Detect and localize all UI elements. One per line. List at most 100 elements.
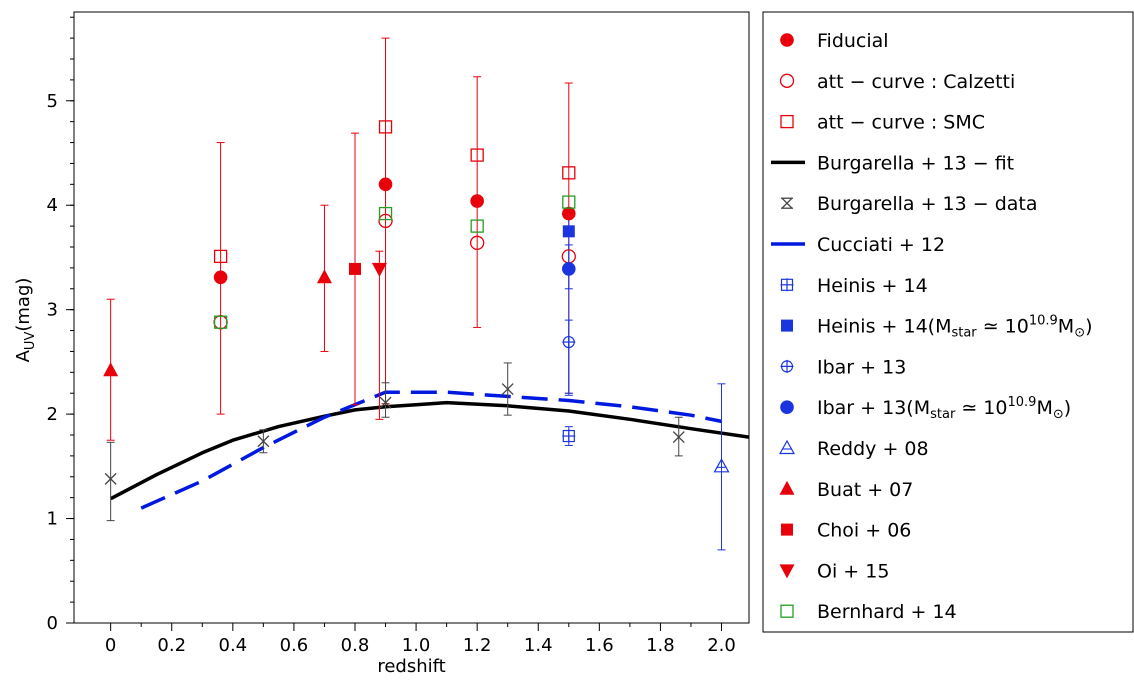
point-reddy-0-shape: [713, 458, 730, 473]
legend-swatch: [781, 197, 793, 209]
point-bernhard-2-shape: [470, 219, 484, 233]
point-fiducial-2: [470, 194, 484, 208]
point-oi-0-shape: [371, 262, 387, 277]
y-axis-label: AUV(mag): [13, 278, 38, 363]
legend-label-text: att − curve : SMC: [817, 112, 985, 134]
point-smc-3: [562, 166, 576, 180]
y-tick-label: 1: [47, 509, 58, 530]
point-bernhard-2: [470, 219, 484, 233]
legend-item-heinis_m: Heinis + 14(Mstar ≃ 1010.9M⊙): [781, 314, 1093, 341]
legend-label-sub: star: [930, 407, 956, 422]
point-smc-0-shape: [213, 249, 228, 264]
x-tick-label: 1.2: [463, 635, 492, 656]
legend-label-sup: 10.9: [1007, 395, 1036, 410]
legend-item-smc: att − curve : SMC: [780, 112, 985, 134]
errorbar-burg_data-0: [106, 441, 115, 522]
point-burg_data-4: [672, 431, 685, 444]
legend-swatch: [780, 604, 794, 618]
point-burg_data-0: [104, 472, 117, 485]
axes: 0 0.2 0.4 0.6 0.8 1.0 1.2 1.4 1.6 1.8 2.0 0 1 2 3 4 5 red…: [13, 11, 750, 677]
legend: Fiducial att − curve : Calzetti att − curv…: [762, 11, 1134, 633]
point-calzetti-1: [378, 213, 393, 229]
legend-swatch-shape: [779, 73, 795, 88]
point-buat-0-shape: [103, 362, 119, 377]
x-axis-label: redshift: [377, 656, 445, 677]
point-smc-1-shape: [378, 120, 393, 134]
point-burg_data-4-d2: [672, 431, 685, 444]
point-smc-3-shape: [562, 166, 576, 180]
point-buat-0: [103, 362, 119, 377]
legend-swatch-shape: [780, 114, 794, 129]
legend-swatch-shape: [779, 564, 795, 579]
point-burg_data-1-d2: [257, 435, 270, 448]
legend-item-fiducial: Fiducial: [780, 30, 889, 52]
y-tick-label: 3: [47, 300, 58, 321]
legend-box: [762, 11, 1134, 633]
legend-swatch-shape: [780, 33, 794, 47]
legend-label-text: Burgarella + 13 − fit: [817, 152, 1014, 174]
point-fiducial-1: [378, 177, 393, 192]
legend-label-text: Bernhard + 14: [817, 601, 957, 623]
legend-label-text: Ibar + 13: [817, 356, 906, 378]
series-line-cucciati: [140, 390, 722, 510]
legend-swatch-d2: [781, 197, 793, 209]
point-heinis_m-0: [562, 225, 575, 238]
y-tick-label: 2: [47, 404, 58, 425]
legend-swatch-shape: [778, 439, 796, 455]
legend-swatch: [781, 319, 793, 332]
point-fiducial-0-shape: [213, 270, 228, 285]
point-ibar_m-0: [561, 262, 576, 276]
point-bernhard-3: [562, 195, 576, 209]
legend-swatch: [780, 278, 794, 292]
plot-area: [103, 37, 749, 551]
legend-swatch: [778, 439, 796, 455]
legend-item-ibar_m: Ibar + 13(Mstar ≃ 1010.9M⊙): [780, 395, 1071, 422]
point-fiducial-3-shape: [561, 206, 576, 221]
legend-label-end-sub: ⊙: [1074, 326, 1085, 341]
legend-label-text: Heinis + 14: [817, 275, 928, 297]
legend-label-text: Oi + 15: [817, 560, 889, 582]
x-tick-label: 0.4: [219, 635, 248, 656]
legend-item-buat: Buat + 07: [779, 479, 913, 501]
point-calzetti-2-shape: [470, 235, 485, 250]
y-tick-label: 0: [47, 613, 58, 634]
point-burg_data-0-d2: [104, 472, 117, 485]
legend-label-close: ): [1064, 397, 1071, 419]
point-fiducial-2-shape: [470, 194, 484, 208]
point-bernhard-3-shape: [562, 195, 576, 209]
legend-item-choi: Choi + 06: [781, 520, 911, 542]
legend-swatch: [780, 400, 794, 415]
legend-label-mid: ≃ 10: [977, 316, 1029, 338]
x-tick-label: 1.6: [585, 635, 614, 656]
legend-label-text: Choi + 06: [817, 520, 911, 542]
point-burg_data-3: [501, 383, 514, 396]
point-fiducial-0: [213, 270, 228, 285]
y-axis-label-sub: UV: [23, 332, 38, 351]
legend-label: Cucciati + 12: [817, 234, 945, 256]
legend-swatch-shape: [781, 319, 793, 332]
point-bernhard-1: [378, 206, 393, 221]
legend-swatch: [780, 33, 794, 47]
legend-label-text: Reddy + 08: [817, 438, 929, 460]
legend-item-burg_data: Burgarella + 13 − data: [781, 193, 1038, 215]
y-tick-label: 4: [47, 195, 58, 216]
legend-label-close: ): [1085, 316, 1092, 338]
point-smc-2: [470, 148, 484, 162]
legend-label-end: M: [1036, 397, 1052, 419]
legend-label-text: Fiducial: [817, 30, 889, 52]
point-burg_data-1: [257, 435, 270, 448]
point-heinis-0: [562, 429, 576, 443]
legend-item-heinis: Heinis + 14: [780, 275, 928, 297]
point-choi-0-shape: [348, 262, 361, 275]
legend-item-oi: Oi + 15: [779, 560, 889, 582]
errorbar-oi-0: [375, 250, 384, 420]
legend-label-mid: ≃ 10: [955, 397, 1007, 419]
point-oi-0: [371, 262, 387, 277]
legend-label: att − curve : SMC: [817, 112, 985, 134]
legend-swatch-shape: [779, 480, 795, 495]
legend-label: Burgarella + 13 − data: [817, 193, 1038, 215]
y-axis-label-main: A: [13, 349, 34, 362]
x-tick-label: 2.0: [707, 635, 736, 656]
legend-label-sub: star: [951, 326, 977, 341]
